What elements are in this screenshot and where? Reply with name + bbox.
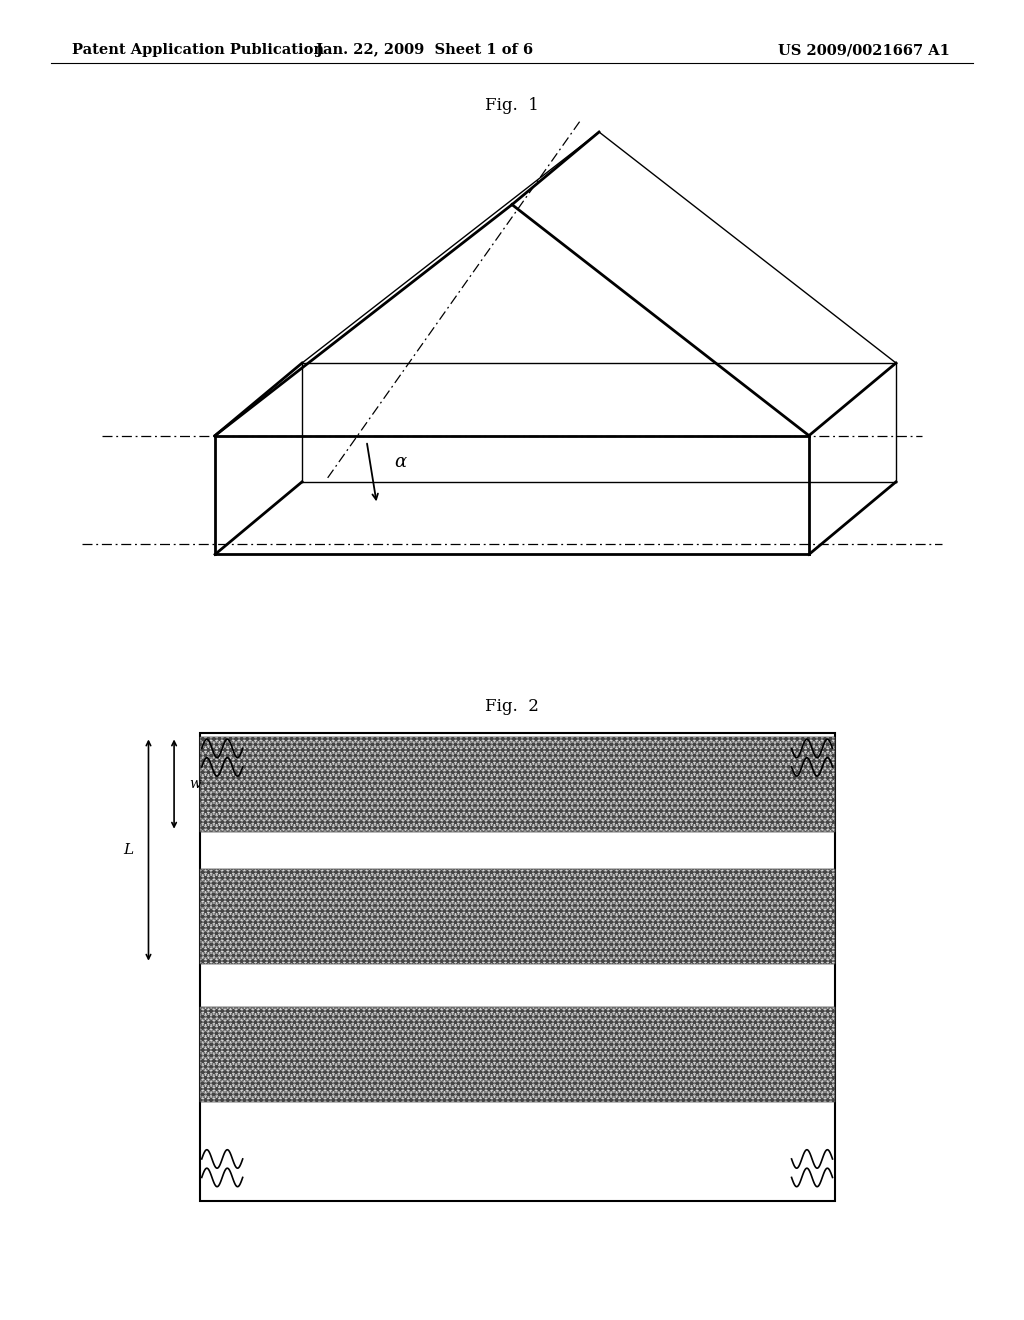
Bar xyxy=(200,733,835,1201)
Bar xyxy=(200,1007,835,1102)
Text: Jan. 22, 2009  Sheet 1 of 6: Jan. 22, 2009 Sheet 1 of 6 xyxy=(316,44,534,57)
Bar xyxy=(200,869,835,964)
Text: Fig.  2: Fig. 2 xyxy=(485,698,539,714)
Text: α: α xyxy=(394,453,407,471)
Text: L: L xyxy=(123,843,133,857)
Bar xyxy=(200,737,835,832)
Text: w: w xyxy=(189,777,202,791)
Bar xyxy=(200,1007,835,1102)
Text: Patent Application Publication: Patent Application Publication xyxy=(72,44,324,57)
Bar xyxy=(200,737,835,832)
Bar xyxy=(200,869,835,964)
Text: Fig.  1: Fig. 1 xyxy=(485,98,539,114)
Text: US 2009/0021667 A1: US 2009/0021667 A1 xyxy=(778,44,950,57)
